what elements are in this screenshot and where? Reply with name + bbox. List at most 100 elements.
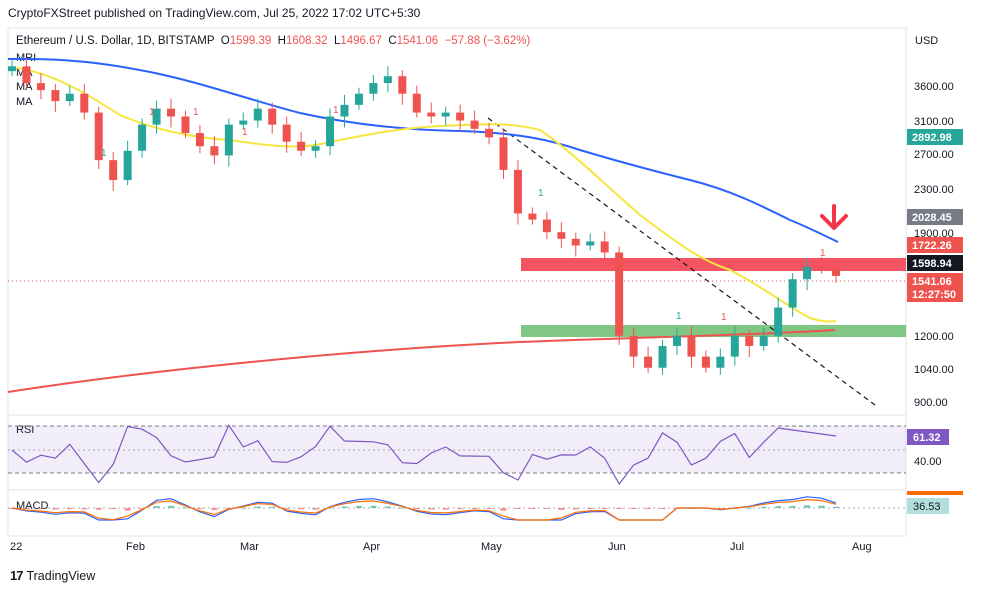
candle-body[interactable] <box>340 104 349 117</box>
sell-marker: 1 <box>193 107 199 118</box>
rsi-value-badge: 61.32 <box>907 429 949 445</box>
macd-histogram-bar <box>529 508 536 509</box>
candle-body[interactable] <box>51 90 60 102</box>
svg-text:61.32: 61.32 <box>913 432 941 444</box>
candles-group[interactable] <box>8 58 840 375</box>
candle-body[interactable] <box>441 112 450 117</box>
candle-body[interactable] <box>94 112 103 161</box>
candle-body[interactable] <box>195 133 204 147</box>
candle-body[interactable] <box>485 128 494 138</box>
candle-body[interactable] <box>629 335 638 357</box>
macd-histogram-bar <box>153 506 160 508</box>
tradingview-footer[interactable]: 17 TradingView <box>10 568 95 583</box>
candle-body[interactable] <box>239 120 248 125</box>
candle-body[interactable] <box>152 108 161 125</box>
candle-body[interactable] <box>513 169 522 214</box>
candle-body[interactable] <box>600 241 609 253</box>
candle-body[interactable] <box>412 93 421 113</box>
candle-body[interactable] <box>282 124 291 142</box>
candle-body[interactable] <box>788 279 797 308</box>
candle-body[interactable] <box>311 146 320 151</box>
macd-histogram-bar <box>645 508 652 509</box>
macd-signal-line <box>11 498 837 521</box>
candle-body[interactable] <box>210 146 219 156</box>
x-axis[interactable]: 22 Feb Mar Apr May Jun Jul Aug <box>10 541 872 553</box>
macd-histogram-bar <box>804 505 811 508</box>
candle-body[interactable] <box>109 160 118 181</box>
candle-body[interactable] <box>398 76 407 94</box>
candle-body[interactable] <box>557 232 566 239</box>
candle-body[interactable] <box>644 356 653 368</box>
high-value: 1608.32 <box>285 35 328 47</box>
macd-histogram-bar <box>500 508 507 511</box>
candle-body[interactable] <box>297 141 306 151</box>
macd-histogram-bar <box>717 508 724 509</box>
macd-histogram-bar <box>601 508 608 509</box>
brand-name: TradingView <box>26 568 96 583</box>
candle-body[interactable] <box>8 66 16 72</box>
candle-body[interactable] <box>687 335 696 357</box>
svg-text:2028.45: 2028.45 <box>912 212 952 224</box>
candle-body[interactable] <box>138 124 147 151</box>
candle-body[interactable] <box>167 108 176 117</box>
macd-signal-badge <box>907 491 963 495</box>
macd-histogram-bar <box>384 506 391 508</box>
tradingview-logo-icon: 17 <box>10 568 24 583</box>
candle-body[interactable] <box>759 335 768 346</box>
candle-body[interactable] <box>701 356 710 368</box>
indicator-label[interactable]: MA <box>16 81 33 93</box>
macd-histogram-bar <box>789 505 796 508</box>
macd-histogram-bar <box>457 508 464 510</box>
candle-body[interactable] <box>354 93 363 105</box>
candle-body[interactable] <box>123 150 132 181</box>
candle-body[interactable] <box>672 335 681 346</box>
candle-body[interactable] <box>253 108 262 121</box>
candle-body[interactable] <box>730 335 739 357</box>
candle-body[interactable] <box>383 76 392 84</box>
candle-body[interactable] <box>22 66 31 84</box>
candle-body[interactable] <box>499 137 508 170</box>
candle-body[interactable] <box>427 112 436 117</box>
candle-body[interactable] <box>615 252 624 336</box>
macd-histogram-bar <box>514 508 521 509</box>
candle-body[interactable] <box>65 93 74 102</box>
candle-body[interactable] <box>542 219 551 233</box>
candle-body[interactable] <box>224 124 233 156</box>
candle-body[interactable] <box>745 335 754 346</box>
candle-body[interactable] <box>326 116 335 147</box>
macd-histogram-bar <box>269 506 276 508</box>
candle-body[interactable] <box>369 83 378 94</box>
macd-histogram-bar <box>471 508 478 509</box>
indicator-label[interactable]: MA <box>16 95 33 108</box>
y-tick-label: 2300.00 <box>914 184 954 196</box>
candle-body[interactable] <box>658 345 667 368</box>
publisher-header: CryptoFXStreet published on TradingView.… <box>8 6 421 20</box>
y-axis[interactable]: 3600.00 3100.00 2700.00 2300.00 1900.00 … <box>914 81 954 409</box>
candle-body[interactable] <box>470 120 479 129</box>
svg-text:2892.98: 2892.98 <box>912 132 952 144</box>
macd-histogram-bar <box>298 508 305 510</box>
candle-body[interactable] <box>456 112 465 121</box>
candle-body[interactable] <box>716 356 725 368</box>
candle-body[interactable] <box>36 83 45 91</box>
candle-body[interactable] <box>181 116 190 134</box>
candle-body[interactable] <box>832 268 840 276</box>
close-value: 1541.06 <box>396 35 439 47</box>
x-tick-label: Feb <box>126 541 145 553</box>
rsi-pane-label[interactable]: RSI <box>16 424 35 436</box>
macd-histogram-bar <box>110 508 117 509</box>
candle-body[interactable] <box>571 238 580 246</box>
candle-body[interactable] <box>80 93 89 113</box>
macd-histogram-bar <box>211 508 218 511</box>
sell-marker: 1 <box>333 105 339 116</box>
candle-body[interactable] <box>817 266 826 269</box>
buy-marker: 1 <box>101 148 107 159</box>
candle-body[interactable] <box>774 307 783 336</box>
macd-histogram-bar <box>818 505 825 508</box>
candle-body[interactable] <box>803 266 812 280</box>
candle-body[interactable] <box>586 241 595 246</box>
candle-body[interactable] <box>268 108 277 125</box>
y-tick-label: 2700.00 <box>914 149 954 161</box>
candle-body[interactable] <box>528 213 537 220</box>
